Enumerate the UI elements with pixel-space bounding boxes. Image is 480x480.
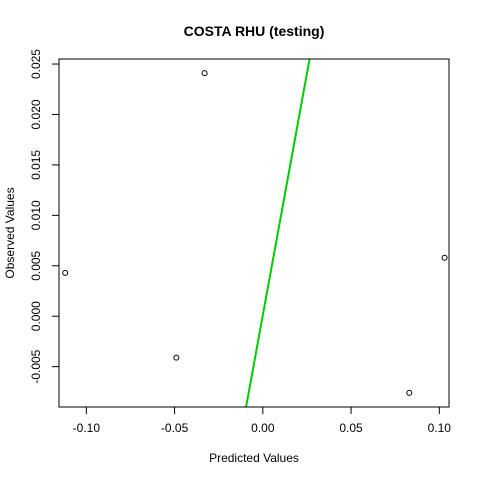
x-tick-label: 0.00 [251,421,275,435]
y-tick-label: 0.010 [29,200,43,230]
x-tick-label: 0.10 [428,421,452,435]
scatter-point [201,70,208,77]
y-axis-ticks: -0.005 0.000 0.005 0.010 0.015 0.020 0.025 [29,49,59,384]
y-tick-label: 0.025 [29,49,43,79]
x-axis-ticks: -0.10 -0.05 0.00 0.05 0.10 [73,407,452,435]
fit-line [245,59,311,407]
chart-title: COSTA RHU (testing) [184,23,325,39]
y-axis-label: Observed Values [3,187,17,278]
plot-border [58,58,450,408]
scatter-point [173,354,180,361]
fit-line-layer [245,59,311,407]
y-tick-label: 0.020 [29,99,43,129]
scatter-point [406,389,413,396]
y-tick-label: 0.000 [29,301,43,331]
scatter-point [441,254,448,261]
x-tick-label: 0.05 [339,421,363,435]
x-axis-label: Predicted Values [209,451,299,465]
x-tick-label: -0.05 [161,421,189,435]
x-tick-label: -0.10 [73,421,101,435]
y-tick-label: 0.015 [29,150,43,180]
scatter-point [62,269,69,276]
y-tick-label: 0.005 [29,250,43,280]
scatter-points [62,70,448,396]
y-tick-label: -0.005 [29,349,43,383]
